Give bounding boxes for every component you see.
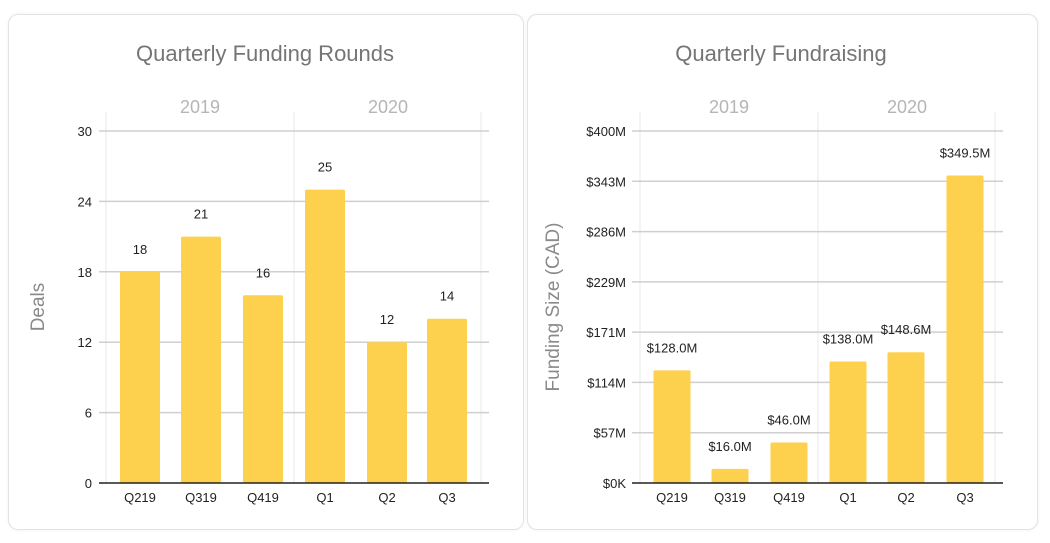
bar-q219 — [653, 370, 691, 483]
x-tick-label: Q319 — [185, 490, 217, 505]
y-tick-label: $400M — [586, 124, 626, 139]
bar-q319 — [711, 468, 749, 483]
y-tick-label: $229M — [586, 275, 626, 290]
group-label: 2020 — [368, 97, 408, 117]
x-tick-label: Q319 — [714, 490, 746, 505]
x-tick-label: Q3 — [956, 490, 973, 505]
data-label: 25 — [318, 160, 332, 175]
data-label: $138.0M — [823, 332, 874, 347]
y-tick-label: 0 — [85, 476, 92, 491]
y-tick-label: 12 — [78, 335, 92, 350]
y-tick-label: $343M — [586, 174, 626, 189]
x-tick-label: Q3 — [438, 490, 455, 505]
x-tick-label: Q219 — [656, 490, 688, 505]
bar-q2 — [367, 342, 407, 483]
y-tick-label: 24 — [78, 194, 92, 209]
y-tick-label: $171M — [586, 325, 626, 340]
group-label: 2020 — [887, 97, 927, 117]
chart-title: Quarterly Fundraising — [675, 41, 887, 66]
x-tick-label: Q419 — [247, 490, 279, 505]
data-label: $128.0M — [647, 340, 698, 355]
data-label: 12 — [380, 312, 394, 327]
y-tick-label: 6 — [85, 406, 92, 421]
bar-q1 — [829, 361, 867, 483]
data-label: 16 — [256, 265, 270, 280]
x-tick-label: Q1 — [839, 490, 856, 505]
data-label: $349.5M — [940, 145, 991, 160]
x-tick-label: Q2 — [897, 490, 914, 505]
x-tick-label: Q419 — [773, 490, 805, 505]
y-tick-label: 30 — [78, 124, 92, 139]
x-tick-label: Q219 — [124, 490, 156, 505]
data-label: $16.0M — [708, 439, 751, 454]
bar-q419 — [243, 295, 283, 483]
y-tick-label: $0K — [603, 476, 626, 491]
group-label: 2019 — [709, 97, 749, 117]
chart-title: Quarterly Funding Rounds — [136, 41, 394, 66]
group-label: 2019 — [180, 97, 220, 117]
x-tick-label: Q1 — [316, 490, 333, 505]
bar-q3 — [427, 318, 467, 483]
x-tick-label: Q2 — [378, 490, 395, 505]
y-axis-label: Deals — [28, 283, 49, 332]
bar-q219 — [120, 271, 160, 483]
data-label: $46.0M — [767, 413, 810, 428]
data-label: 21 — [194, 207, 208, 222]
y-axis-label: Funding Size (CAD) — [543, 223, 564, 392]
data-label: 18 — [133, 242, 147, 257]
data-label: $148.6M — [881, 322, 932, 337]
y-tick-label: $114M — [587, 375, 626, 390]
bar-q319 — [181, 236, 221, 483]
bar-q3 — [946, 175, 984, 483]
bar-q1 — [305, 189, 345, 483]
y-tick-label: $286M — [586, 225, 626, 240]
bar-q2 — [887, 352, 925, 483]
y-tick-label: 18 — [78, 265, 92, 280]
bar-q419 — [770, 442, 808, 483]
data-label: 14 — [440, 289, 454, 304]
y-tick-label: $57M — [593, 426, 626, 441]
